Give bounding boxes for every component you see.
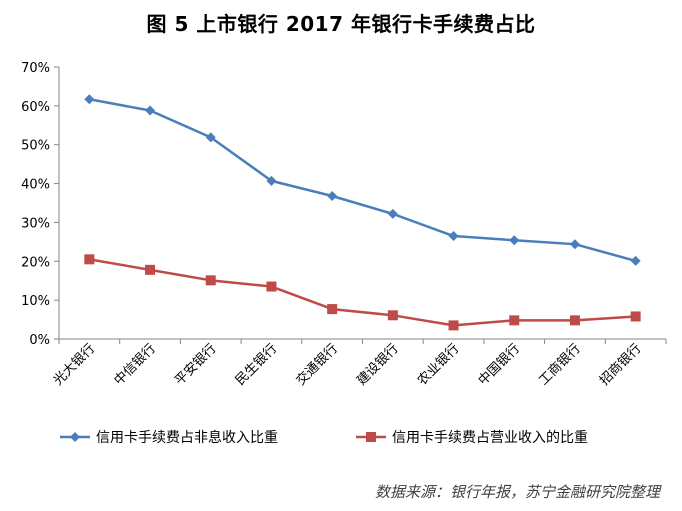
data-point-diamond	[569, 239, 580, 250]
data-point-square	[327, 304, 338, 315]
legend-label: 信用卡手续费占非息收入比重	[96, 429, 278, 446]
legend: 信用卡手续费占非息收入比重 信用卡手续费占营业收入的比重	[60, 429, 588, 446]
y-tick-label: 60%	[21, 100, 50, 115]
x-tick-label: 交通银行	[293, 341, 341, 389]
legend-marker-square	[366, 432, 376, 442]
source-note: 数据来源：银行年报，苏宁金融研究院整理	[374, 483, 660, 501]
data-point-diamond	[327, 191, 338, 202]
data-point-diamond	[84, 94, 95, 105]
data-point-square	[509, 315, 520, 326]
data-point-diamond	[205, 132, 216, 143]
data-point-diamond	[448, 231, 459, 242]
y-tick-label: 40%	[21, 178, 50, 193]
series-layer	[84, 94, 641, 331]
data-point-square	[630, 311, 641, 322]
y-tick-label: 20%	[21, 255, 50, 270]
y-tick-label: 50%	[21, 139, 50, 154]
x-tick-label: 中国银行	[476, 341, 523, 388]
data-point-diamond	[266, 175, 277, 186]
x-tick-label: 光大银行	[51, 341, 98, 388]
data-point-square	[387, 310, 398, 321]
x-tick-label: 中信银行	[111, 341, 158, 388]
data-point-diamond	[387, 208, 398, 219]
data-point-square	[448, 320, 459, 331]
data-point-square	[145, 264, 156, 275]
data-point-square	[84, 254, 95, 265]
y-tick-label: 0%	[29, 333, 50, 348]
series-line	[89, 258, 636, 327]
y-tick-label: 10%	[21, 294, 50, 309]
data-point-diamond	[630, 255, 641, 266]
x-tick-label: 农业银行	[415, 341, 462, 388]
axes-layer: 0% 10% 20% 30% 40% 50% 60% 70% 光大银行 中信银行 平安银行 民生银行交…	[21, 61, 667, 389]
data-point-square	[569, 315, 580, 326]
legend-marker-diamond	[70, 432, 80, 442]
y-tick-label: 30%	[21, 216, 50, 231]
x-tick-label: 平安银行	[172, 341, 219, 388]
data-point-diamond	[509, 235, 520, 246]
data-point-diamond	[145, 105, 156, 116]
x-tick-label: 招商银行	[597, 341, 644, 388]
x-tick-label: 建设银行	[354, 341, 401, 388]
y-tick-label: 70%	[21, 61, 50, 76]
data-point-square	[266, 281, 277, 292]
chart-title: 图 5 上市银行 2017 年银行卡手续费占比	[146, 12, 536, 36]
x-tick-label: 工商银行	[536, 341, 583, 388]
data-point-square	[205, 275, 216, 286]
x-tick-label: 民生银行	[233, 341, 280, 388]
series-line	[89, 98, 636, 263]
legend-label: 信用卡手续费占营业收入的比重	[392, 429, 588, 446]
